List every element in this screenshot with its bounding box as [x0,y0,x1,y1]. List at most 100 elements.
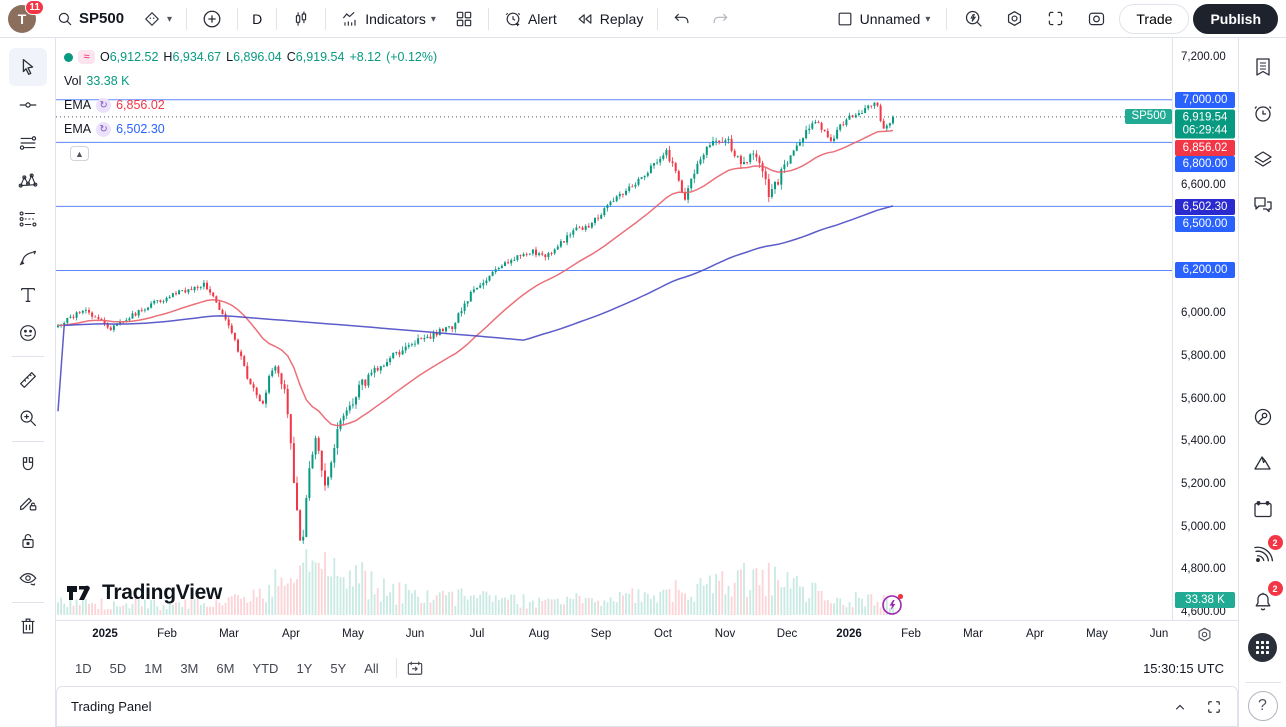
time-axis[interactable]: 2025 Feb Mar Apr May Jun Jul Aug Sep Oct Nov Dec 202… [56,620,1238,650]
magnet-tool-button[interactable] [9,446,47,484]
symbol-flair-button[interactable]: ▾ [134,5,180,33]
camera-icon [1086,8,1107,29]
fullscreen-button[interactable] [1037,4,1074,33]
legend-collapse-button[interactable]: ▲ [70,146,89,161]
time-tick-label: May [342,628,364,640]
range-button-ytd[interactable]: YTD [252,660,279,676]
session-clock[interactable]: 15:30:15 UTC [1143,660,1224,676]
gear-icon [1004,8,1025,29]
chat-button[interactable] [1246,188,1280,222]
pattern-tool-button[interactable] [9,162,47,200]
object-tree-button[interactable] [1246,142,1280,176]
brush-tool-button[interactable] [9,238,47,276]
go-to-date-icon[interactable] [405,658,425,678]
projection-tool-button[interactable] [9,200,47,238]
help-button[interactable]: ? [1247,691,1278,721]
drawing-mode-button[interactable] [9,484,47,522]
hotlists-button[interactable] [1246,400,1280,434]
emoji-tool-button[interactable] [9,314,47,352]
trading-panel-bar[interactable]: Trading Panel [56,686,1238,727]
lock-drawings-button[interactable] [9,522,47,560]
symbol-name: SP500 [79,10,125,27]
time-tick-label: Feb [901,628,921,640]
publish-button[interactable]: Publish [1193,3,1278,34]
text-tool-button[interactable] [9,276,47,314]
quick-search-button[interactable] [955,4,992,33]
alert-button[interactable]: Alert [495,5,565,33]
time-tick-label: Nov [714,628,736,640]
pencil-lock-icon [17,492,39,514]
time-axis-gear-icon[interactable] [1195,625,1214,647]
layout-square-icon [835,9,855,29]
sync-loop-icon: ↻ [96,97,112,113]
templates-button[interactable] [446,5,482,33]
calendar-button[interactable] [1246,492,1280,526]
market-status-icon[interactable] [880,591,906,617]
expand-panel-chevron-icon[interactable] [1171,698,1189,716]
chevron-down-icon: ▾ [925,14,931,25]
chart-canvas[interactable]: ≈ O6,912.52 H6,934.67 L6,896.04 C6,919.5… [56,38,1172,620]
watchlist-button[interactable] [1246,50,1280,84]
user-avatar[interactable]: T 11 [8,0,44,33]
notifications-button[interactable]: 2 [1246,581,1283,618]
calendar-icon [1251,497,1275,521]
indicators-button[interactable]: Indicators ▾ [332,5,444,33]
time-tick-label: Feb [157,628,177,640]
range-button-1y[interactable]: 1Y [296,660,313,676]
range-button-1d[interactable]: 1D [75,660,92,676]
streams-button[interactable]: 2 [1246,535,1283,572]
range-button-5y[interactable]: 5Y [330,660,347,676]
drawing-toolbar [0,38,56,727]
ideas-button[interactable] [1246,446,1280,480]
remove-drawings-button[interactable] [9,607,47,645]
brush-icon [17,246,39,268]
avatar-letter: T [17,10,27,27]
cursor-tool-button[interactable] [8,48,47,86]
chart-style-button[interactable] [283,5,319,33]
price-axis-badge: 6,200.00 [1175,262,1235,278]
streams-count-badge: 2 [1267,535,1283,550]
undo-button[interactable] [664,5,700,33]
replay-rewind-icon [575,9,595,29]
price-axis-badge: 6,919.54 06:29:44 [1175,109,1235,139]
legend-main-row[interactable]: ≈ O6,912.52 H6,934.67 L6,896.04 C6,919.5… [64,48,437,66]
range-button-all[interactable]: All [364,660,379,676]
legend-ema2-row[interactable]: EMA ↻ 6,502.30 [64,120,437,138]
radar-icon [1251,405,1275,429]
price-axis[interactable]: 7,200.00 6,600.00 6,000.00 5,800.00 5,600.00… [1172,38,1238,620]
symbol-search-button[interactable]: SP500 [48,6,132,32]
range-button-1m[interactable]: 1M [144,660,163,676]
vol-label: Vol [64,74,82,88]
layout-name: Unnamed [859,10,921,27]
trend-line-tool-button[interactable] [9,86,47,124]
apps-menu-button[interactable] [1246,630,1280,664]
save-layout-button[interactable]: Unnamed ▾ [827,5,939,33]
interval-button[interactable]: D [244,7,270,31]
trade-button[interactable]: Trade [1119,3,1190,34]
settings-button[interactable] [996,4,1033,33]
bar-countdown: 06:29:44 [1182,124,1228,136]
range-button-3m[interactable]: 3M [180,660,199,676]
legend-ema1-row[interactable]: EMA ↻ 6,856.02 [64,96,437,114]
compare-add-button[interactable] [193,4,231,34]
range-button-5d[interactable]: 5D [109,660,127,676]
legend-volume-row[interactable]: Vol 33.38 K [64,72,437,90]
fib-tool-button[interactable] [9,124,47,162]
maximize-panel-icon[interactable] [1205,698,1223,716]
redo-button[interactable] [702,5,738,33]
alerts-panel-button[interactable] [1246,96,1280,130]
range-button-6m[interactable]: 6M [216,660,235,676]
time-tick-label: Apr [1026,628,1044,640]
bell-icon [1251,589,1275,613]
price-axis-badge: 6,502.30 [1175,199,1235,215]
replay-button[interactable]: Replay [567,5,652,33]
cursor-icon [17,56,39,78]
notifications-count-badge: 2 [1267,581,1283,596]
measure-tool-button[interactable] [9,361,47,399]
hide-drawings-button[interactable] [9,560,47,598]
sync-loop-icon: ↻ [96,121,112,137]
ohlc-open: O6,912.52 [100,50,159,64]
price-tick-label: 5,800.00 [1181,349,1226,362]
snapshot-button[interactable] [1078,4,1115,33]
zoom-in-tool-button[interactable] [9,399,47,437]
